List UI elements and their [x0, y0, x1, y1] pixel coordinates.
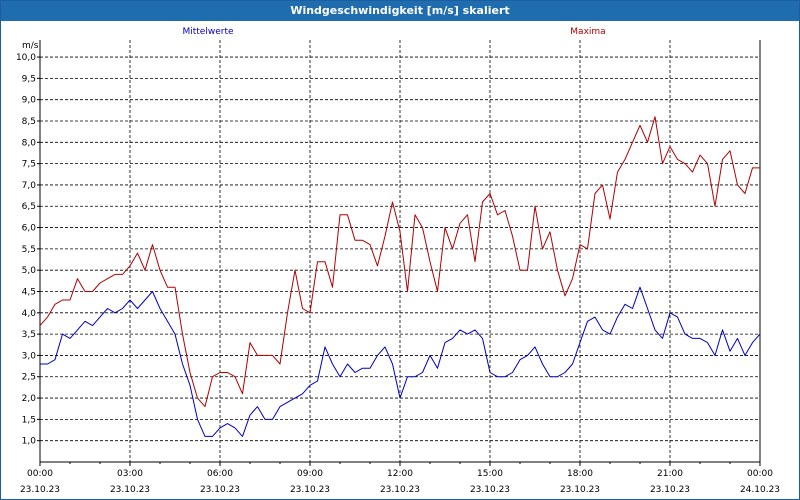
y-tick-label: 1,0 — [22, 437, 37, 447]
x-tick-date: 23.10.23 — [200, 485, 240, 495]
y-tick-label: 10,0 — [16, 53, 36, 63]
x-tick-time: 00:00 — [27, 469, 53, 479]
x-tick-time: 00:00 — [747, 469, 773, 479]
axes — [37, 40, 761, 466]
y-tick-label: 6,0 — [22, 224, 37, 234]
y-tick-labels: 1,0 1,5 2,0 2,5 3,0 3,5 4,0 4,5 5,0 5,5 6,0 6,5 7,0 7… — [16, 53, 36, 447]
x-tick-time: 06:00 — [207, 469, 233, 479]
y-tick-label: 5,0 — [22, 266, 37, 276]
y-tick-label: 6,5 — [22, 202, 36, 212]
y-tick-label: 4,5 — [22, 287, 36, 297]
x-tick-date: 23.10.23 — [20, 485, 60, 495]
data-series — [39, 116, 761, 437]
y-tick-label: 5,5 — [22, 245, 36, 255]
x-tick-date: 23.10.23 — [470, 485, 510, 495]
series-line-mittelwerte — [40, 286, 761, 437]
x-tick-time: 21:00 — [657, 469, 683, 479]
legend-maxima: Maxima — [570, 27, 605, 37]
grid — [40, 40, 760, 462]
chart-title: Windgeschwindigkeit [m/s] skaliert — [1, 1, 799, 21]
y-tick-label: 2,5 — [22, 373, 36, 383]
y-tick-label: 8,0 — [22, 138, 37, 148]
x-tick-time: 09:00 — [297, 469, 323, 479]
x-tick-date: 23.10.23 — [380, 485, 420, 495]
y-tick-label: 9,0 — [22, 96, 37, 106]
x-tick-date: 23.10.23 — [560, 485, 600, 495]
y-tick-label: 3,5 — [22, 330, 36, 340]
y-tick-label: 7,5 — [22, 160, 36, 170]
y-tick-label: 3,0 — [22, 351, 37, 361]
y-tick-label: 9,5 — [22, 74, 36, 84]
y-tick-label: 4,0 — [22, 309, 37, 319]
series-line-maxima — [39, 116, 760, 408]
x-tick-labels: 00:00 23.10.23 03:00 23.10.23 06:00 23.10.23 0… — [20, 469, 780, 495]
y-tick-label: 2,0 — [22, 394, 37, 404]
y-tick-label: 7,0 — [22, 181, 37, 191]
x-tick-time: 15:00 — [477, 469, 503, 479]
legend-mittelwerte: Mittelwerte — [182, 27, 233, 37]
x-tick-date: 23.10.23 — [650, 485, 690, 495]
y-tick-label: 1,5 — [22, 415, 36, 425]
x-tick-time: 03:00 — [117, 469, 143, 479]
y-axis-unit-label: m/s — [22, 41, 39, 51]
x-tick-time: 12:00 — [387, 469, 413, 479]
x-tick-date: 23.10.23 — [110, 485, 150, 495]
x-tick-date: 23.10.23 — [290, 485, 330, 495]
y-tick-label: 8,5 — [22, 117, 36, 127]
x-tick-date: 24.10.23 — [740, 485, 780, 495]
x-tick-time: 18:00 — [567, 469, 593, 479]
